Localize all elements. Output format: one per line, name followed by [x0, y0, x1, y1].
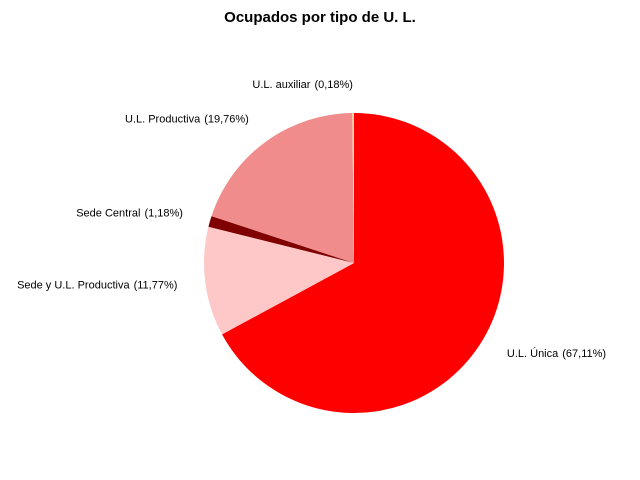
slice-label: U.L. Productiva (19,76%) [125, 113, 249, 125]
slice-category: U.L. Única [507, 347, 559, 360]
slice-label: U.L. Única (67,11%) [507, 347, 606, 360]
slice-category: U.L. Productiva [125, 113, 201, 125]
slice-category: Sede y U.L. Productiva [17, 279, 130, 291]
slice-label: Sede Central (1,18%) [76, 208, 183, 220]
slice-value-label: (1,18%) [144, 208, 183, 220]
slice-label: Sede y U.L. Productiva (11,77%) [17, 279, 177, 291]
pie-slice [208, 216, 354, 263]
pie-slice [352, 113, 354, 263]
slice-value-label: (67,11%) [562, 348, 606, 360]
chart-title: Ocupados por tipo de U. L. [224, 9, 416, 26]
pie-slice [204, 226, 354, 335]
slice-category: Sede Central [76, 208, 140, 220]
slice-value-label: (19,76%) [204, 113, 249, 125]
pie-slice [211, 113, 354, 264]
slice-value-label: (0,18%) [314, 79, 353, 91]
slice-category: U.L. auxiliar [252, 79, 310, 91]
pie-slice [222, 113, 505, 413]
slice-label: U.L. auxiliar (0,18%) [252, 79, 353, 91]
slice-value-label: (11,77%) [134, 279, 178, 291]
